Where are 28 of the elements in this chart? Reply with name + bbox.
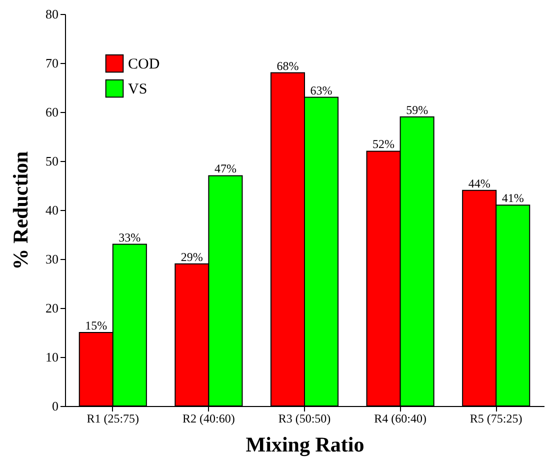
y-tick-label: 40 [46, 202, 58, 218]
y-axis-title: % Reduction [8, 150, 32, 270]
y-tick-label: 0 [52, 398, 58, 414]
y-tick-label: 70 [46, 56, 58, 70]
x-axis-title: Mixing Ratio [246, 432, 364, 456]
data-label: 44% [468, 176, 490, 190]
y-tick-label: 50 [46, 154, 58, 168]
y-tick-label: 60 [46, 104, 58, 120]
data-label: 29% [180, 250, 203, 264]
y-tick-label: 80 [46, 6, 58, 22]
data-label: 63% [310, 83, 332, 98]
data-label: 68% [276, 58, 299, 73]
data-label: 41% [502, 191, 524, 206]
x-tick-label: R1 (25:75) [86, 412, 140, 426]
data-label: 33% [118, 230, 141, 244]
x-tick-label: R4 (60:40) [374, 412, 426, 426]
y-tick-label: 10 [46, 350, 58, 364]
data-label: 59% [406, 102, 428, 117]
data-label: 52% [372, 137, 395, 152]
x-tick-label: R5 (75:25) [470, 412, 522, 426]
legend-label: VS [128, 82, 148, 98]
legend-label: COD [128, 56, 160, 72]
data-label: 15% [85, 318, 108, 332]
y-tick-label: 20 [46, 300, 58, 316]
y-tick-label: 30 [46, 252, 58, 266]
x-tick-label: R2 (40:60) [182, 412, 235, 426]
data-label: 47% [214, 162, 236, 176]
x-tick-label: R3 (50:50) [278, 412, 331, 426]
